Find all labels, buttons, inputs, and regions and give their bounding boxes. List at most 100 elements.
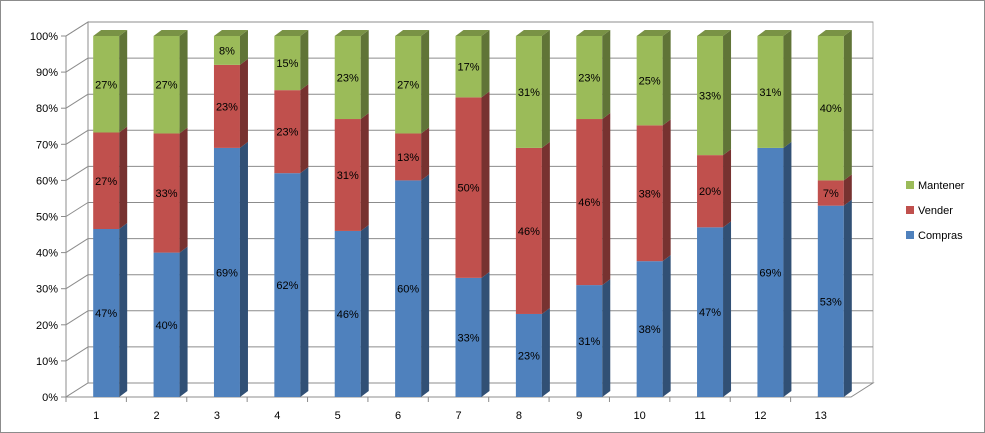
bar-segment-mantener-11 <box>697 30 732 156</box>
y-tick-label: 60% <box>36 175 58 187</box>
x-tick-label: 5 <box>335 410 341 422</box>
bar-segment-compras-1 <box>93 223 128 397</box>
data-label: 40% <box>156 320 178 332</box>
bar-front <box>757 36 784 148</box>
bar-front <box>515 147 542 314</box>
x-tick-label: 4 <box>274 410 280 422</box>
x-tick-label: 10 <box>634 410 646 422</box>
y-axis-ticks: 0% 10% 20% 30% 40% 50% 60% 70% 80% 90% 100% <box>30 31 67 404</box>
bar-front <box>213 147 240 397</box>
bar-front <box>395 180 422 397</box>
bar-front <box>576 285 603 397</box>
x-tick-label: 6 <box>395 410 401 422</box>
data-label: 47% <box>95 308 117 320</box>
bar-segment-mantener-10 <box>636 30 671 126</box>
bar-side <box>421 127 430 181</box>
y-tick-label: 90% <box>36 67 58 79</box>
bar-segment-mantener-5 <box>334 30 369 120</box>
bar-side <box>662 119 671 262</box>
bar-segment-compras-10 <box>636 255 671 397</box>
bar-front <box>334 230 361 397</box>
bar-top <box>274 30 309 36</box>
legend-swatch <box>906 231 914 239</box>
bar-front <box>93 36 120 133</box>
gridline-diagonal <box>65 238 89 254</box>
bar-segment-compras-8 <box>515 307 550 397</box>
bar-side <box>723 30 732 156</box>
bar-front <box>455 277 482 397</box>
bar-front <box>817 36 844 181</box>
bar-side <box>179 246 188 397</box>
data-label: 69% <box>759 267 781 279</box>
gridline-diagonal <box>65 202 89 217</box>
legend-swatch <box>906 181 914 189</box>
bar-segment-vender-7 <box>455 91 490 278</box>
bar-side <box>421 30 430 134</box>
bar-segment-vender-9 <box>576 113 611 286</box>
bar-front <box>334 36 361 120</box>
bar-side <box>300 167 309 397</box>
bar-segment-compras-12 <box>757 141 792 397</box>
bar-segment-vender-6 <box>395 127 430 181</box>
data-label: 15% <box>276 58 298 70</box>
data-label: 46% <box>518 226 540 238</box>
data-label: 27% <box>95 79 117 91</box>
bar-segment-mantener-6 <box>395 30 430 134</box>
y-tick-label: 40% <box>36 248 58 260</box>
bar-side <box>662 255 671 397</box>
bar-front <box>274 36 301 91</box>
bar-front <box>153 252 180 397</box>
data-label: 25% <box>639 76 661 88</box>
data-label: 31% <box>578 336 600 348</box>
bar-side <box>541 307 550 397</box>
bar-segment-compras-5 <box>334 224 369 397</box>
bar-top <box>817 30 852 36</box>
x-tick-label: 12 <box>754 410 766 422</box>
bar-front <box>636 36 663 126</box>
bar-side <box>300 84 309 174</box>
bar-front <box>93 229 120 397</box>
bar-front <box>455 97 482 278</box>
bar-side <box>239 30 248 65</box>
bar-segment-compras-13 <box>817 199 852 397</box>
bar-segment-compras-3 <box>213 141 248 397</box>
bar-side <box>179 30 188 134</box>
bar-side <box>119 126 128 230</box>
bar-side <box>723 149 732 228</box>
bar-top <box>757 30 792 36</box>
bar-segment-vender-8 <box>515 141 550 314</box>
bar-segment-mantener-1 <box>93 30 128 133</box>
bar-segment-compras-2 <box>153 246 188 397</box>
data-label: 60% <box>397 284 419 296</box>
bar-side <box>602 279 611 397</box>
legend-entry-compras: Compras <box>906 230 963 242</box>
gridline-diagonal <box>65 93 89 109</box>
data-label: 20% <box>699 186 721 198</box>
data-label: 53% <box>820 296 842 308</box>
bar-front <box>213 64 240 148</box>
bar-top <box>213 30 248 36</box>
bar-side <box>300 30 309 91</box>
x-tick-label: 13 <box>815 410 827 422</box>
bar-segment-mantener-13 <box>817 30 852 181</box>
data-label: 46% <box>578 197 600 209</box>
bar-segment-compras-7 <box>455 271 490 397</box>
bar-front <box>153 133 180 253</box>
bar-side <box>843 199 852 397</box>
bar-side <box>481 91 490 278</box>
y-tick-label: 80% <box>36 103 58 115</box>
bar-top <box>515 30 550 36</box>
data-label: 27% <box>156 80 178 92</box>
bar-segment-vender-5 <box>334 113 369 231</box>
bar-side <box>783 30 792 148</box>
data-label: 13% <box>397 152 419 164</box>
bar-side <box>360 224 369 397</box>
bar-side <box>421 174 430 397</box>
gridline-diagonal <box>65 310 89 326</box>
x-tick-label: 9 <box>576 410 582 422</box>
bar-side <box>360 30 369 120</box>
bar-top <box>455 30 490 36</box>
gridline-diagonal <box>65 274 89 290</box>
